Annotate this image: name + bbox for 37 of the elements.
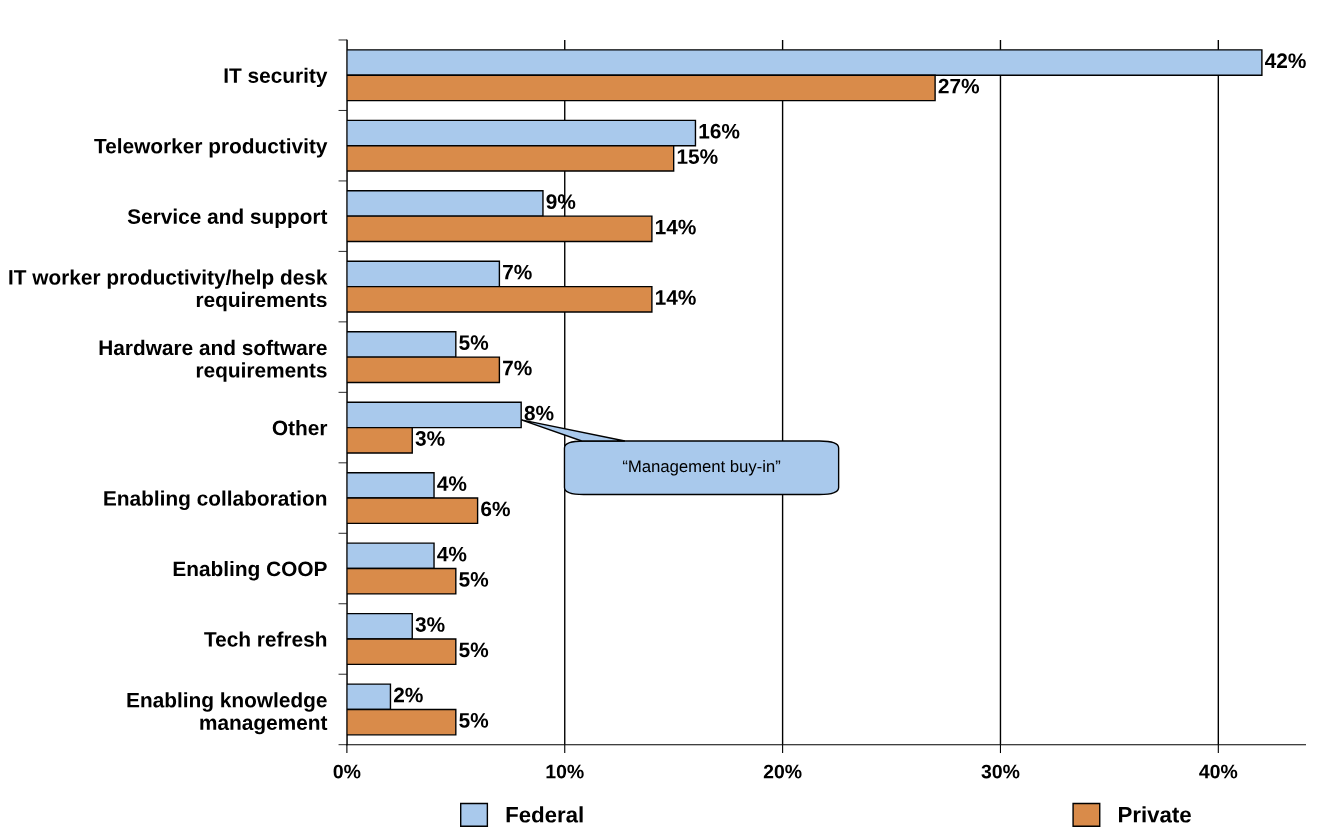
data-label: 5%: [459, 642, 489, 658]
data-label: 3%: [415, 431, 445, 446]
y-tick-label: IT worker productivity/help desk requirements: [9, 269, 328, 312]
x-tick-label: 30%: [981, 764, 1020, 779]
data-label: 4%: [437, 546, 467, 562]
data-label: 7%: [503, 264, 532, 280]
data-label: 14%: [655, 219, 696, 235]
y-tick-label: Enabling COOP: [173, 560, 327, 581]
y-tick-label: IT security: [224, 67, 328, 88]
data-label: 3%: [415, 617, 445, 632]
data-label: 6%: [481, 501, 510, 517]
y-tick-label: Hardware and software requirements: [99, 339, 327, 382]
x-tick-label: 20%: [763, 764, 802, 779]
y-tick-label: Tech refresh: [204, 631, 327, 647]
x-tick-label: 10%: [546, 764, 584, 779]
data-label: 5%: [459, 713, 489, 728]
annotation: “Management buy-in”: [622, 459, 781, 476]
y-tick-label: Enabling knowledge management: [127, 692, 328, 735]
y-tick-label: Enabling collaboration: [104, 490, 327, 511]
y-tick-label: Service and support: [127, 208, 328, 229]
data-label: 5%: [459, 572, 489, 587]
data-label: 5%: [459, 335, 489, 351]
y-tick-label: Teleworker productivity: [94, 138, 328, 158]
x-tick-label: 40%: [1199, 764, 1238, 779]
y-tick-label: Other: [272, 420, 328, 436]
data-label: 2%: [393, 687, 423, 703]
data-label: 7%: [503, 360, 532, 376]
data-label: 27%: [938, 78, 980, 94]
data-label: 16%: [699, 123, 740, 139]
data-label: 42%: [1264, 53, 1306, 69]
data-label: 14%: [655, 290, 696, 305]
data-label: 15%: [677, 149, 718, 164]
data-label: 4%: [437, 476, 467, 491]
data-label: 8%: [524, 405, 554, 421]
legend-label: Private: [1119, 806, 1191, 823]
x-tick-label: 0%: [333, 764, 361, 779]
legend-label: Federal: [506, 806, 583, 823]
